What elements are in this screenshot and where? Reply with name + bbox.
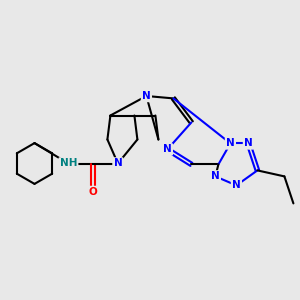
Text: N: N bbox=[226, 138, 235, 148]
Text: N: N bbox=[211, 171, 220, 182]
Text: O: O bbox=[88, 187, 98, 197]
Text: N: N bbox=[142, 91, 151, 101]
Text: N: N bbox=[113, 158, 122, 169]
Text: NH: NH bbox=[60, 158, 77, 169]
Text: N: N bbox=[232, 180, 241, 190]
Text: N: N bbox=[163, 144, 172, 154]
Text: N: N bbox=[244, 138, 253, 148]
